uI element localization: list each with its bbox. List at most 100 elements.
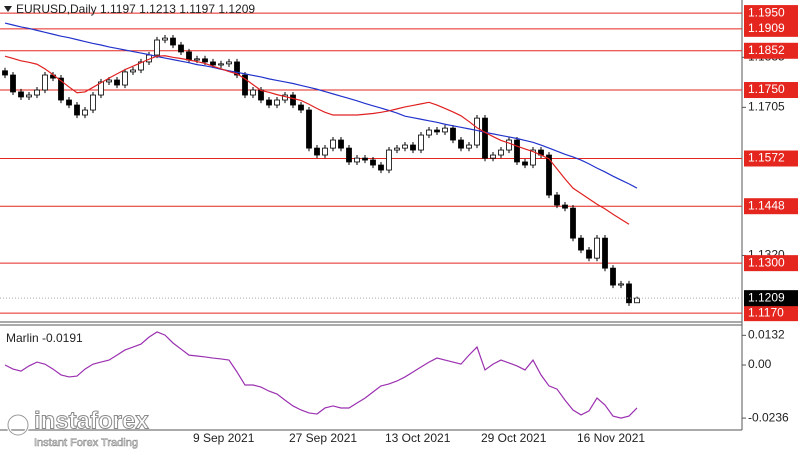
candle-body (362, 157, 368, 161)
candle-body (442, 127, 448, 133)
candle-body (178, 44, 184, 53)
candle-body (498, 149, 504, 156)
title-icon (4, 6, 12, 12)
watermark-logo (7, 414, 29, 436)
level-label: 1.1572 (748, 151, 785, 165)
x-tick-label: 13 Oct 2021 (385, 431, 451, 445)
candle-body (138, 61, 144, 71)
candle-body (274, 99, 280, 106)
candle-body (186, 51, 192, 61)
candle-body (322, 147, 328, 156)
candle-body (346, 147, 352, 163)
candle-body (426, 129, 432, 136)
level-label: 1.1750 (748, 82, 785, 96)
candle-body (266, 99, 272, 106)
candle-body (290, 94, 296, 106)
candle-body (74, 104, 80, 116)
x-tick-label: 27 Sep 2021 (289, 431, 357, 445)
candle-body (298, 104, 304, 111)
candle-body (522, 161, 528, 166)
candle-body (530, 149, 536, 166)
candle-body (410, 144, 416, 151)
candle-body (402, 144, 408, 149)
candle-body (466, 144, 472, 149)
y-tick-label: -0.0236 (748, 410, 789, 424)
candle-body (626, 283, 632, 304)
candle-body (98, 81, 104, 96)
candle-body (434, 129, 440, 133)
level-label-box (744, 5, 798, 22)
candle-body (354, 157, 360, 163)
candle-body (514, 139, 520, 163)
y-tick-label: 0.00 (748, 357, 772, 371)
candle-body (418, 134, 424, 151)
candle-body (162, 37, 168, 41)
candle-body (170, 37, 176, 46)
candle-body (450, 127, 456, 141)
candle-body (482, 117, 488, 159)
candle-body (490, 154, 496, 159)
y-tick-label: 0.0132 (748, 328, 785, 342)
candle-body (458, 139, 464, 149)
moving-average (4, 22, 638, 189)
candle-body (258, 89, 264, 101)
candle-body (2, 70, 8, 76)
candle-body (586, 249, 592, 259)
candle-body (66, 99, 72, 106)
level-label: 1.1909 (748, 21, 785, 35)
candle-body (330, 139, 336, 149)
level-label: 1.1950 (748, 5, 785, 19)
candle-body (130, 69, 136, 73)
candle-body (58, 77, 64, 101)
candle-body (90, 94, 96, 111)
candle-body (218, 63, 224, 66)
x-tick-label: 9 Sep 2021 (193, 431, 255, 445)
candle-body (226, 61, 232, 65)
candle-body (114, 79, 120, 86)
level-label-box (744, 42, 798, 59)
level-label-box (744, 20, 798, 37)
candle-body (578, 237, 584, 251)
candle-body (250, 89, 256, 96)
candle-body (154, 39, 160, 56)
candle-body (474, 117, 480, 146)
candle-body (242, 74, 248, 96)
current-price-box (744, 290, 798, 307)
candle-body (594, 237, 600, 259)
candle-body (82, 109, 88, 116)
candle-body (378, 164, 384, 171)
candle-body (610, 267, 616, 286)
level-label-box (744, 82, 798, 99)
candle-body (122, 71, 128, 86)
chart-title: EURUSD,Daily 1.1197 1.1213 1.1197 1.1209 (16, 2, 255, 16)
level-label: 1.1300 (748, 255, 785, 269)
candle-body (34, 89, 40, 96)
level-label-box (744, 150, 798, 167)
watermark-tagline: Instant Forex Trading (34, 437, 138, 449)
plot: 1.18351.17051.13201.19501.19091.18521.17… (0, 5, 798, 445)
x-tick-label: 16 Nov 2021 (577, 431, 645, 445)
candle-body (506, 139, 512, 151)
candle-body (42, 74, 48, 91)
candle-body (618, 283, 624, 286)
candle-body (194, 58, 200, 61)
candle-body (202, 58, 208, 63)
candle-body (602, 237, 608, 269)
indicator-line (4, 331, 638, 419)
moving-average (4, 55, 630, 225)
candle-body (386, 149, 392, 171)
watermark: instaforex Instant Forex Trading (6, 407, 150, 449)
candle-body (306, 109, 312, 149)
x-tick-label: 29 Oct 2021 (481, 431, 547, 445)
candle-body (26, 94, 32, 98)
candle-body (314, 147, 320, 156)
candle-body (106, 79, 112, 83)
candle-body (394, 147, 400, 151)
watermark-brand: instaforex (34, 407, 149, 434)
level-label: 1.1170 (748, 305, 784, 319)
candle-body (10, 74, 16, 93)
candle-body (546, 154, 552, 196)
candle-body (210, 61, 216, 66)
